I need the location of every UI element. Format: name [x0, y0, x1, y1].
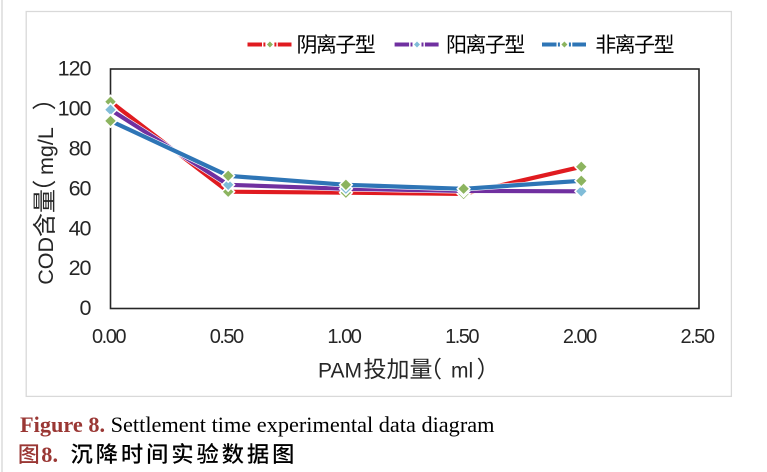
- svg-text:Figure 8. Settlement time expe: Figure 8. Settlement time experimental d…: [20, 412, 495, 437]
- svg-text:0.00: 0.00: [92, 326, 126, 348]
- svg-text:100: 100: [58, 97, 92, 121]
- svg-text:ml: ml: [451, 359, 473, 382]
- svg-text:120: 120: [58, 57, 92, 81]
- svg-text:mg/L: mg/L: [34, 127, 58, 175]
- svg-text:1.50: 1.50: [445, 326, 479, 348]
- svg-text:20: 20: [69, 256, 92, 280]
- svg-text:PAM: PAM: [318, 359, 362, 382]
- svg-text:2.50: 2.50: [681, 326, 715, 348]
- svg-text:1.00: 1.00: [327, 326, 361, 348]
- svg-text:0: 0: [80, 296, 92, 320]
- svg-text:2.00: 2.00: [563, 326, 597, 348]
- svg-text:60: 60: [69, 176, 92, 200]
- svg-text:0.50: 0.50: [210, 326, 244, 348]
- svg-text:80: 80: [69, 136, 92, 160]
- svg-text:8.: 8.: [41, 442, 58, 467]
- svg-text:COD: COD: [34, 237, 58, 285]
- svg-text:40: 40: [69, 216, 92, 240]
